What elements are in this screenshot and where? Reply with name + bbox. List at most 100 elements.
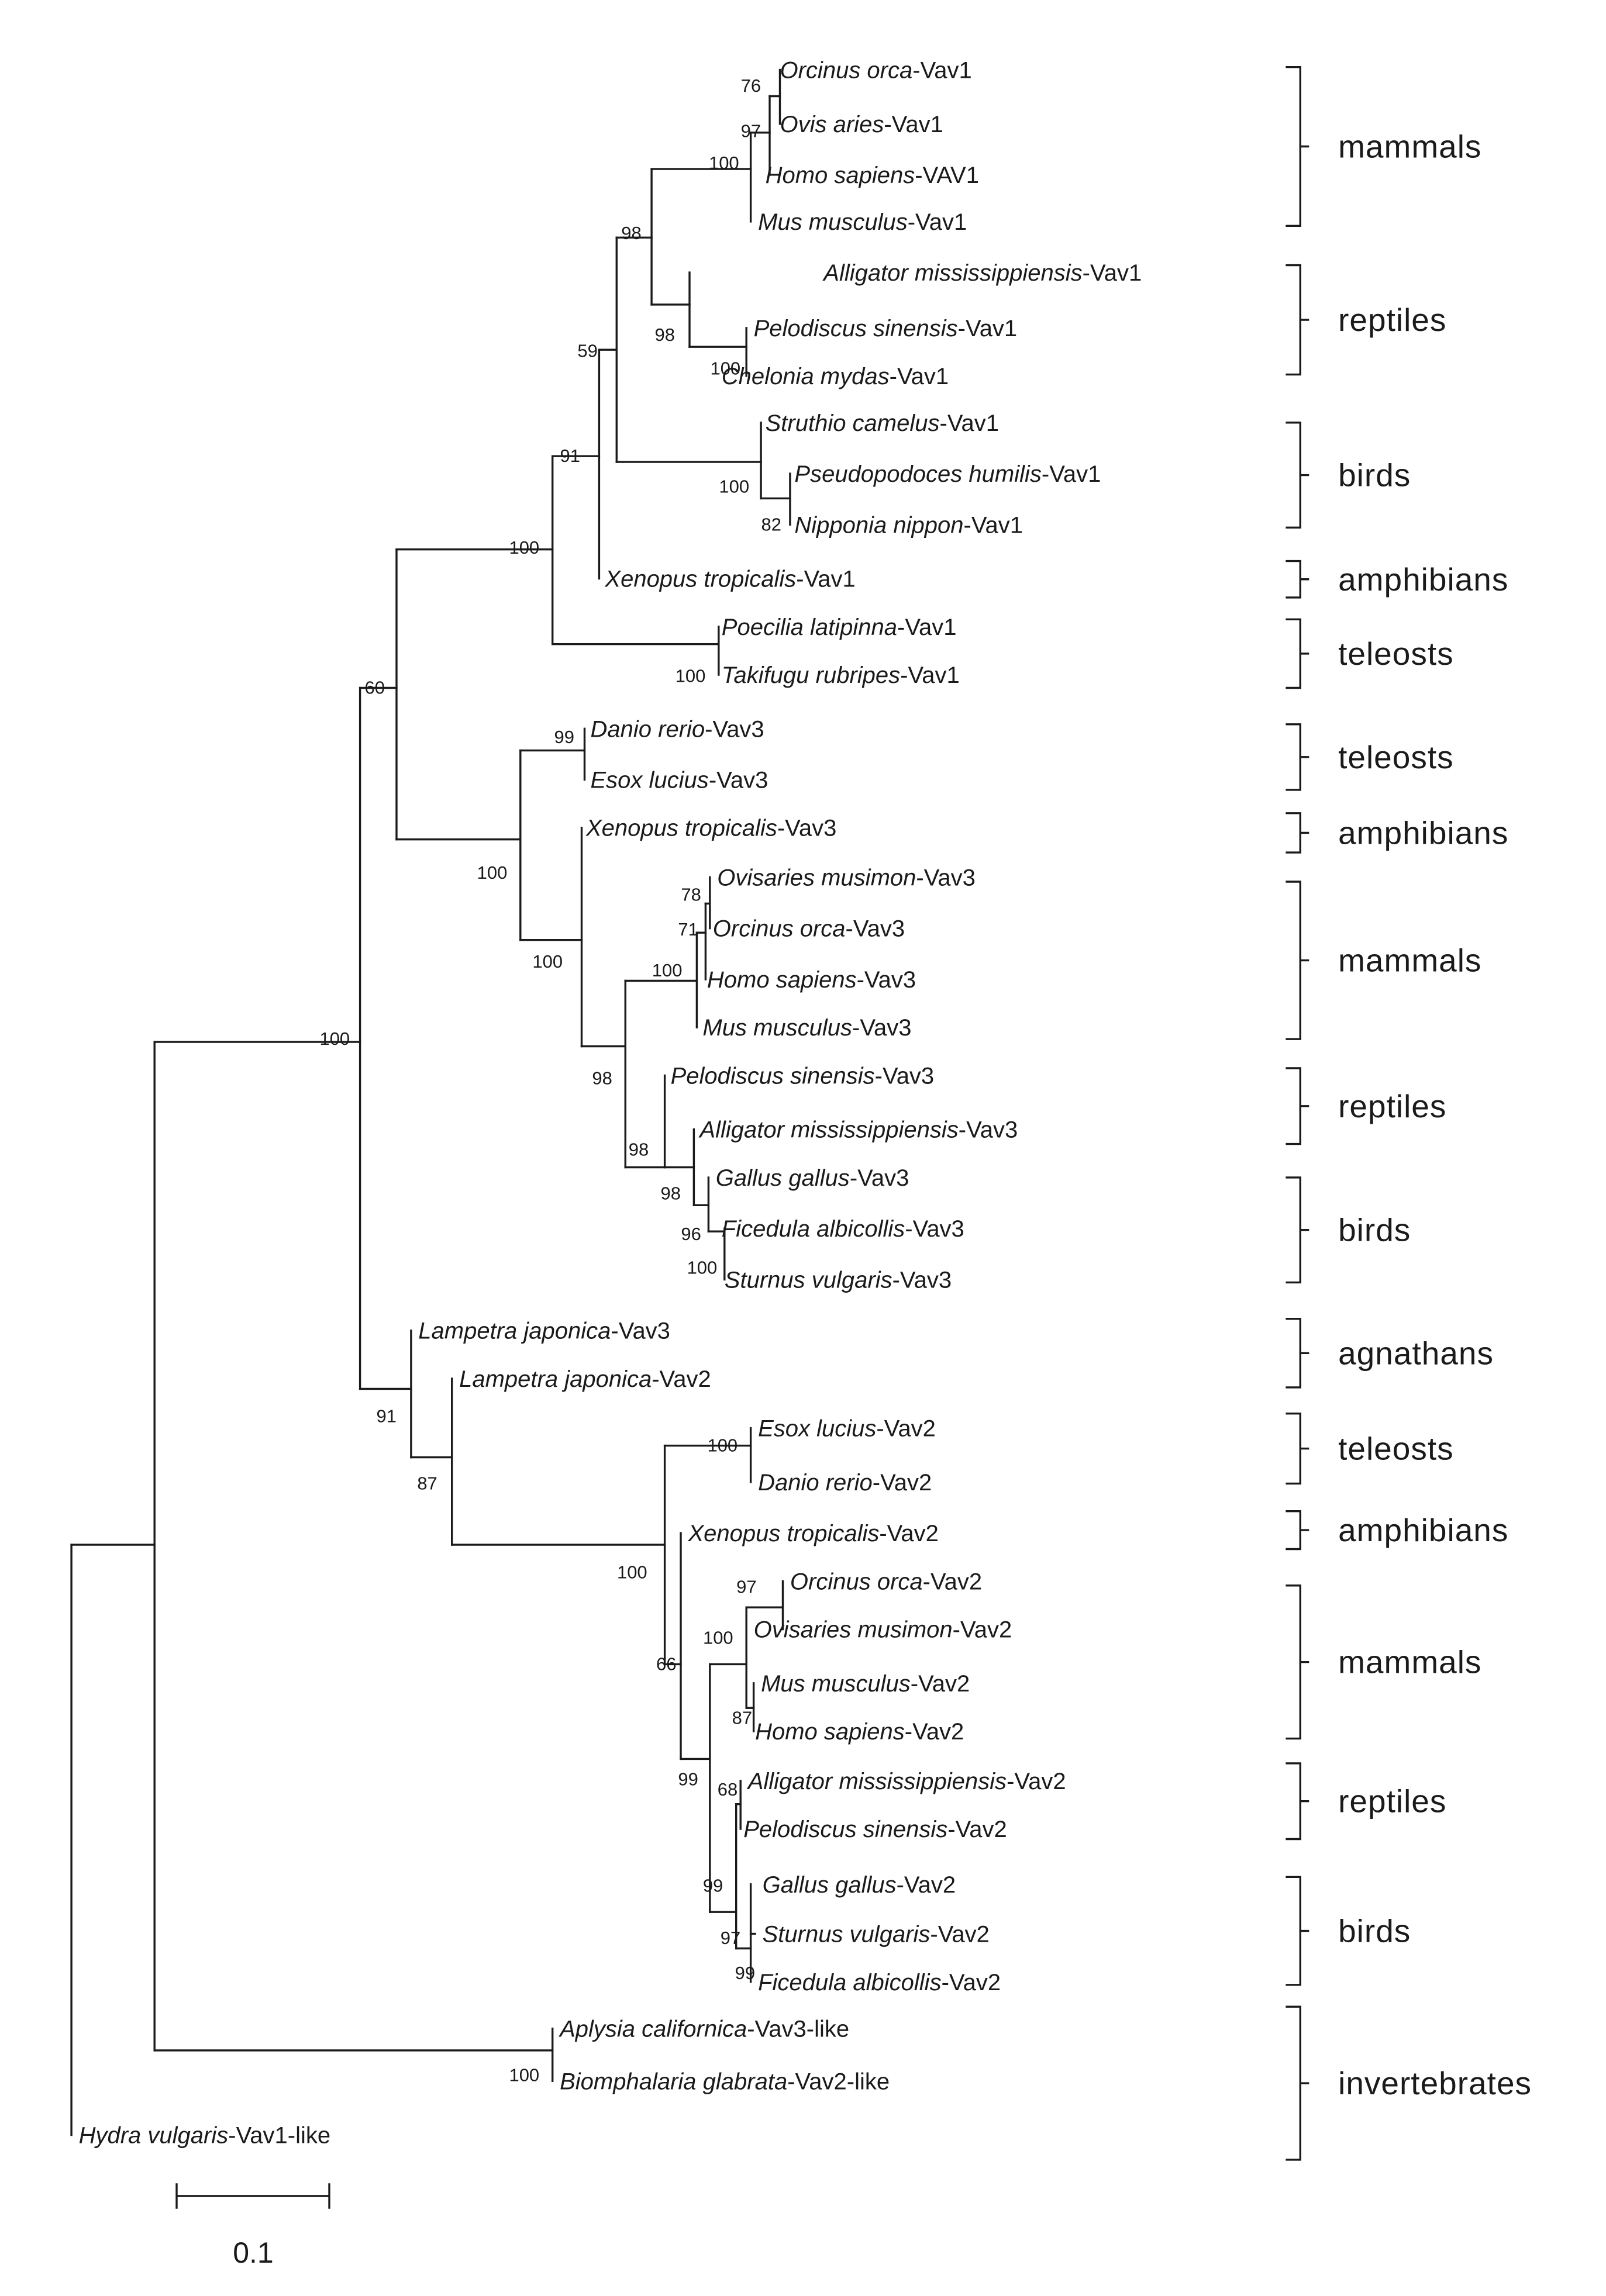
leaf-label: Pelodiscus sinensis-Vav1 xyxy=(754,316,1018,341)
gene-name: -Vav1 xyxy=(796,567,856,592)
bootstrap-value: 100 xyxy=(532,951,563,972)
gene-name: -Vav1-like xyxy=(228,2123,330,2149)
bootstrap-value: 98 xyxy=(629,1140,649,1160)
leaf-label: Ficedula albicollis-Vav3 xyxy=(722,1216,964,1242)
leaf-label: Pelodiscus sinensis-Vav2 xyxy=(743,1817,1007,1842)
species-name: Mus musculus xyxy=(761,1671,911,1697)
gene-name: -Vav3-like xyxy=(747,2017,849,2042)
species-name: Xenopus tropicalis xyxy=(688,1521,880,1546)
gene-name: -Vav1 xyxy=(897,614,957,640)
gene-name: -Vav2 xyxy=(652,1366,711,1392)
gene-name: -Vav3 xyxy=(959,1117,1018,1143)
species-name: Sturnus vulgaris xyxy=(725,1267,892,1293)
species-name: Gallus gallus xyxy=(763,1872,897,1898)
leaf-label: Xenopus tropicalis-Vav2 xyxy=(688,1521,939,1546)
bootstrap-value: 82 xyxy=(761,514,781,534)
group-label: mammals xyxy=(1338,1644,1481,1680)
bootstrap-value: 68 xyxy=(718,1779,737,1800)
species-name: Struthio camelus xyxy=(766,410,940,436)
species-name: Ficedula albicollis xyxy=(758,1970,941,1995)
species-name: Mus musculus xyxy=(758,209,908,235)
bootstrap-value: 66 xyxy=(656,1653,676,1674)
leaf-label: Xenopus tropicalis-Vav1 xyxy=(604,567,855,592)
gene-name: -VAV1 xyxy=(915,163,979,188)
leaf-label: Poecilia latipinna-Vav1 xyxy=(722,614,957,640)
leaf-label: Orcinus orca-Vav1 xyxy=(780,58,972,84)
bootstrap-value: 76 xyxy=(741,75,761,96)
leaf-label: Ficedula albicollis-Vav2 xyxy=(758,1970,1001,1995)
species-name: Gallus gallus xyxy=(716,1165,850,1191)
group-label: agnathans xyxy=(1338,1335,1494,1371)
group-bracket xyxy=(1286,1413,1309,1485)
species-name: Alligator mississippiensis xyxy=(822,260,1082,286)
leaf-label: Danio rerio-Vav3 xyxy=(591,716,764,742)
leaf-label: Gallus gallus-Vav3 xyxy=(716,1165,909,1191)
species-name: Ficedula albicollis xyxy=(722,1216,905,1242)
species-name: Homo sapiens xyxy=(707,967,857,993)
gene-name: -Vav2 xyxy=(923,1569,983,1594)
gene-name: -Vav1 xyxy=(958,316,1018,341)
bootstrap-value: 98 xyxy=(621,223,641,243)
group-bracket xyxy=(1286,422,1309,529)
bootstrap-value: 91 xyxy=(377,1406,397,1427)
gene-name: -Vav3 xyxy=(875,1064,935,1089)
species-name: Xenopus tropicalis xyxy=(604,567,796,592)
group-label: reptiles xyxy=(1338,1783,1446,1819)
bootstrap-value: 100 xyxy=(687,1257,718,1278)
bootstrap-value: 100 xyxy=(707,1435,737,1456)
group-label: reptiles xyxy=(1338,1088,1446,1124)
species-name: Homo sapiens xyxy=(755,1719,905,1745)
species-name: Lampetra japonica xyxy=(459,1366,652,1392)
gene-name: -Vav1 xyxy=(940,410,1000,436)
leaf-label: Sturnus vulgaris-Vav3 xyxy=(725,1267,952,1293)
bootstrap-value: 87 xyxy=(417,1473,437,1493)
group-label: amphibians xyxy=(1338,814,1508,851)
group-bracket xyxy=(1286,66,1309,227)
group-bracket xyxy=(1286,1510,1309,1551)
gene-name: -Vav2 xyxy=(947,1817,1007,1842)
group-label: birds xyxy=(1338,457,1411,493)
leaf-label: Mus musculus-Vav1 xyxy=(758,209,967,235)
group-label: invertebrates xyxy=(1338,2065,1532,2101)
bootstrap-value: 71 xyxy=(678,919,698,940)
group-label: mammals xyxy=(1338,942,1481,979)
gene-name: -Vav3 xyxy=(852,1015,912,1041)
gene-name: -Vav2 xyxy=(942,1970,1001,1995)
group-bracket xyxy=(1286,264,1309,376)
species-name: Alligator mississippiensis xyxy=(747,1769,1007,1794)
species-name: Hydra vulgaris xyxy=(79,2123,229,2149)
group-brackets: mammals reptiles birds amphibians teleosts te… xyxy=(1286,66,1532,2161)
leaf-label: Mus musculus-Vav2 xyxy=(761,1671,970,1697)
group-label: teleosts xyxy=(1338,636,1454,672)
species-name: Aplysia californica xyxy=(559,2017,747,2042)
bootstrap-value: 97 xyxy=(741,120,761,141)
leaf-label: Ovisaries musimon-Vav2 xyxy=(754,1617,1012,1643)
gene-name: -Vav2 xyxy=(930,1922,990,1948)
gene-name: -Vav2 xyxy=(1007,1769,1066,1794)
leaf-label: Alligator mississippiensis-Vav1 xyxy=(822,260,1142,286)
gene-name: -Vav1 xyxy=(900,662,960,688)
gene-name: -Vav1 xyxy=(884,112,943,137)
species-name: Homo sapiens xyxy=(766,163,915,188)
bootstrap-value: 100 xyxy=(676,666,706,686)
group-bracket xyxy=(1286,723,1309,791)
gene-name: -Vav2-like xyxy=(787,2069,890,2094)
bootstrap-value: 100 xyxy=(703,1628,733,1648)
gene-name: -Vav1 xyxy=(1042,461,1101,487)
leaf-label: Sturnus vulgaris-Vav2 xyxy=(763,1922,990,1948)
bootstrap-value: 99 xyxy=(703,1875,723,1896)
bootstrap-value: 59 xyxy=(577,341,597,361)
species-name: Nipponia nippon xyxy=(794,512,963,538)
scale-bar-line xyxy=(175,2183,330,2209)
bootstrap-value: 97 xyxy=(736,1576,756,1597)
gene-name: -Vav1 xyxy=(912,58,972,84)
species-name: Pelodiscus sinensis xyxy=(671,1064,875,1089)
species-name: Sturnus vulgaris xyxy=(763,1922,930,1948)
leaf-label: Biomphalaria glabrata-Vav2-like xyxy=(560,2069,890,2094)
species-name: Poecilia latipinna xyxy=(722,614,897,640)
leaf-label: Alligator mississippiensis-Vav2 xyxy=(747,1769,1066,1794)
species-name: Orcinus orca xyxy=(780,58,913,84)
species-name: Xenopus tropicalis xyxy=(585,816,777,841)
bootstrap-value: 100 xyxy=(709,153,739,173)
leaf-label: Lampetra japonica-Vav2 xyxy=(459,1366,711,1392)
